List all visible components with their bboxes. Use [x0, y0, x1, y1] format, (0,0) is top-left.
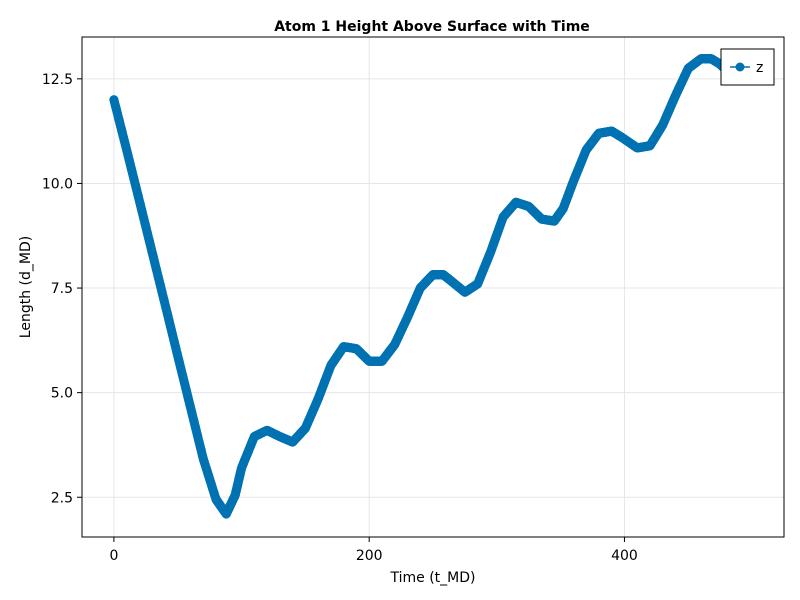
legend-marker-z	[735, 62, 745, 72]
y-tick-label: 12.5	[42, 72, 73, 88]
legend: z	[720, 48, 775, 86]
grid-layer	[82, 37, 784, 537]
plot-frame	[81, 36, 785, 538]
marks-layer	[109, 54, 747, 519]
legend-label-z: z	[756, 60, 763, 76]
ticks-layer: 0 200 400 2.5 5.0 7.5 10.0 12.5	[42, 72, 638, 564]
y-tick-label: 10.0	[42, 176, 73, 192]
y-tick-label: 5.0	[51, 386, 73, 402]
x-axis-label: Time (t_MD)	[390, 570, 476, 586]
chart-title: Atom 1 Height Above Surface with Time	[274, 19, 590, 35]
y-tick-label: 7.5	[51, 281, 73, 297]
y-tick-label: 2.5	[51, 490, 73, 506]
x-tick-label: 400	[611, 548, 638, 564]
x-tick-label: 0	[109, 548, 118, 564]
x-tick-label: 200	[356, 548, 383, 564]
y-axis-label: Length (d_MD)	[18, 236, 34, 338]
